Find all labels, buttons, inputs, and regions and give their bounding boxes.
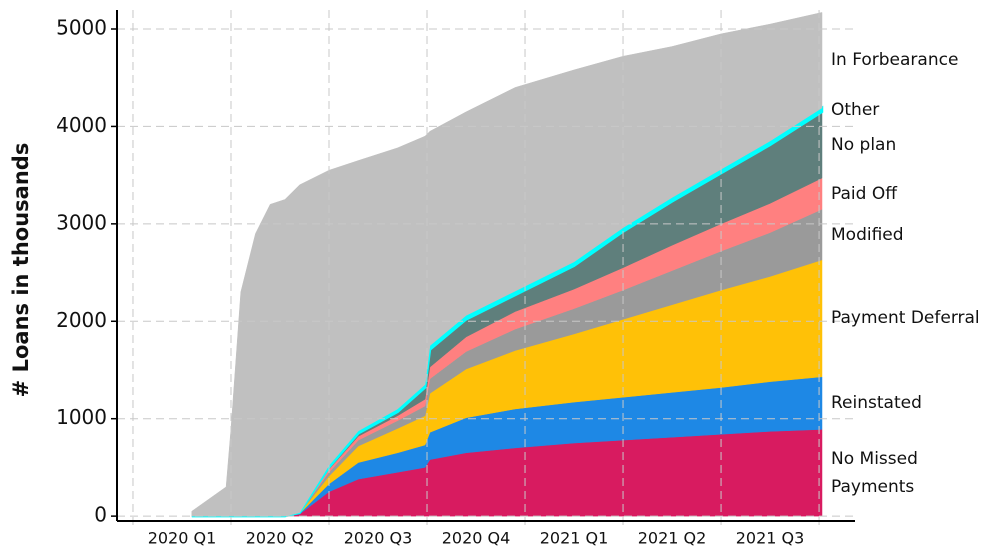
series-label: Modified xyxy=(831,224,904,245)
y-tick-label: 2000 xyxy=(56,308,107,332)
series-label: Reinstated xyxy=(831,393,922,414)
series-label: Paid Off xyxy=(831,183,897,204)
y-tick-label: 1000 xyxy=(56,405,107,429)
series-label: Other xyxy=(831,99,880,120)
series-label: No plan xyxy=(831,134,897,155)
x-tick-label: 2020 Q2 xyxy=(246,529,315,548)
x-tick-label: 2021 Q1 xyxy=(540,529,609,548)
area xyxy=(191,12,823,517)
y-tick-label: 0 xyxy=(94,503,107,527)
x-tick-label: 2021 Q2 xyxy=(638,529,707,548)
series-label: Payment Deferral xyxy=(831,308,980,329)
y-tick-label: 3000 xyxy=(56,210,107,234)
y-axis-label: # Loans in thousands xyxy=(9,143,33,398)
y-tick-label: 5000 xyxy=(56,15,107,39)
series-label: No Missed Payments xyxy=(831,448,918,497)
x-tick-label: 2020 Q4 xyxy=(442,529,511,548)
series-label: In Forbearance xyxy=(831,50,959,71)
x-tick-label: 2020 Q1 xyxy=(148,529,217,548)
y-tick-label: 4000 xyxy=(56,113,107,137)
x-tick-label: 2020 Q3 xyxy=(344,529,413,548)
x-tick-label: 2021 Q3 xyxy=(736,529,805,548)
